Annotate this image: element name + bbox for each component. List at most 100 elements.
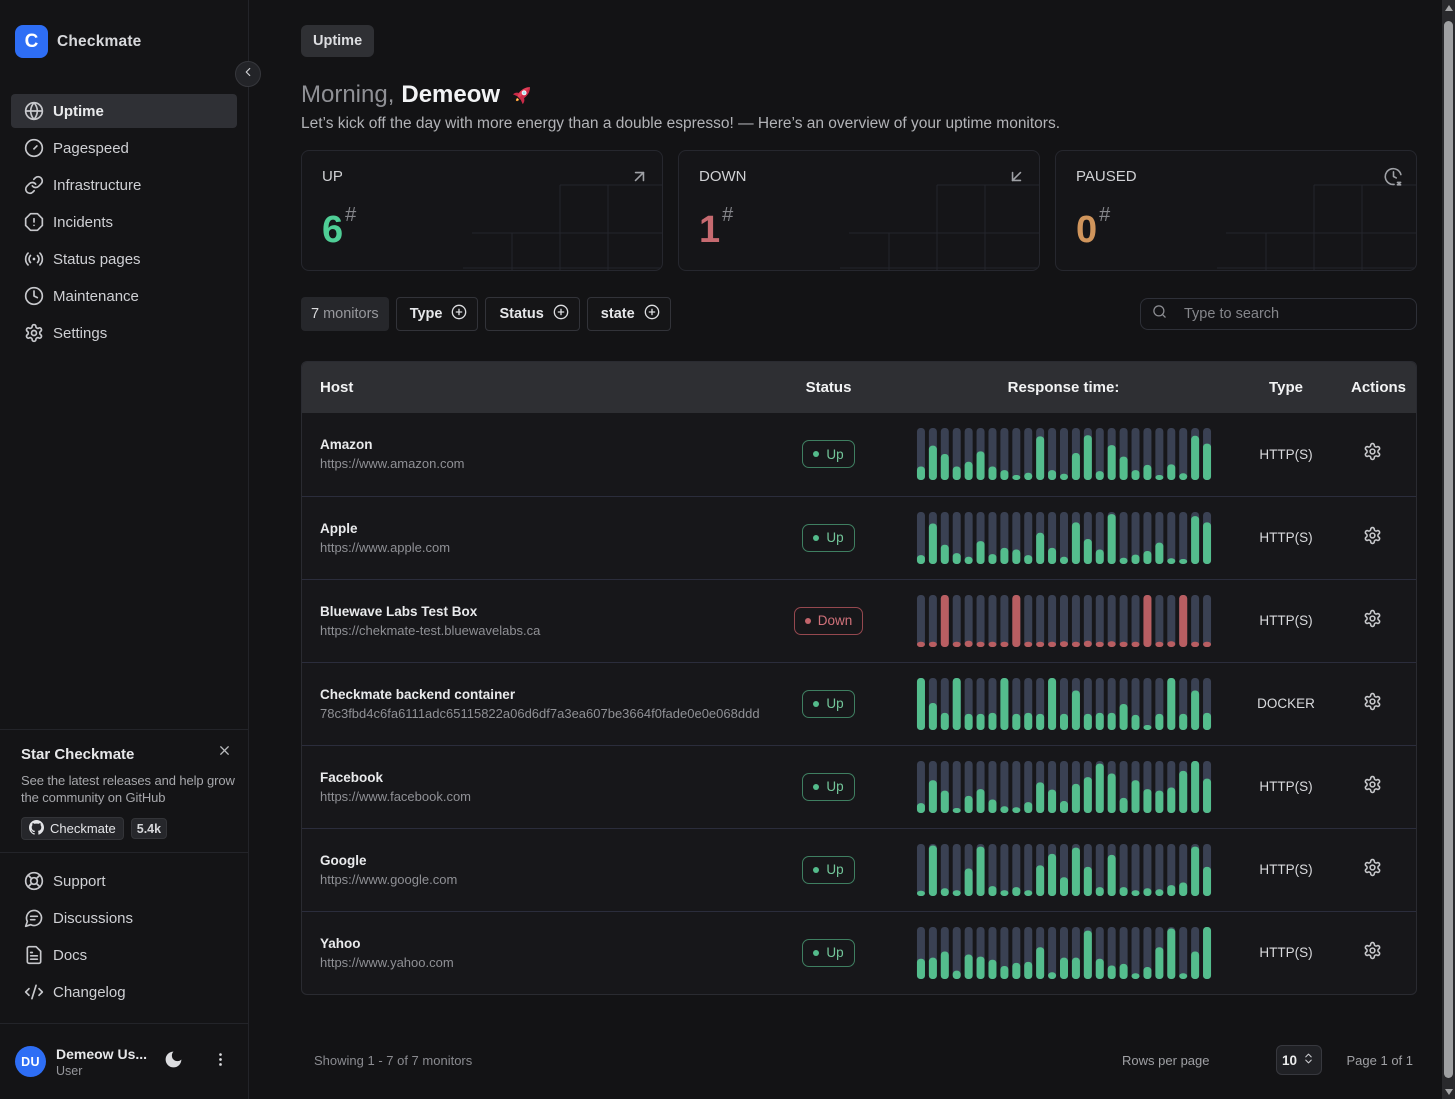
status-cell: Down — [761, 579, 896, 662]
row-settings-button[interactable] — [1363, 526, 1382, 545]
scrollbar-down-arrow[interactable] — [1442, 1084, 1455, 1099]
sidebar-item-label: Incidents — [53, 213, 114, 231]
user-name: Demeow Us... — [56, 1045, 148, 1062]
filter-bar: 7 monitors Type Status state — [301, 297, 1417, 331]
column-header-status[interactable]: Status — [805, 379, 852, 396]
row-settings-button[interactable] — [1363, 609, 1382, 628]
row-settings-button[interactable] — [1363, 858, 1382, 877]
stat-card-paused[interactable]: PAUSED 0 # — [1055, 150, 1417, 271]
scrollbar-up-arrow[interactable] — [1442, 0, 1455, 15]
stat-card-down[interactable]: DOWN 1 # — [678, 150, 1040, 271]
sidebar-item-maintenance[interactable]: Maintenance — [11, 279, 237, 313]
monitor-name: Yahoo — [320, 935, 361, 951]
status-cell: Up — [761, 662, 896, 745]
monitor-url: https://chekmate-test.bluewavelabs.ca — [320, 622, 541, 638]
host-cell: Facebook https://www.facebook.com — [302, 745, 761, 828]
monitor-row-bluewave-labs-test-box[interactable]: Bluewave Labs Test Box https://chekmate-… — [302, 579, 1416, 662]
sidebar-item-label: Uptime — [53, 102, 104, 120]
filter-button-type[interactable]: Type — [395, 297, 479, 331]
response-time-cell — [896, 911, 1231, 994]
code-icon — [24, 982, 44, 1002]
greeting-subtitle: Let’s kick off the day with more energy … — [301, 115, 1061, 132]
radio-icon — [24, 249, 44, 269]
monitor-name: Bluewave Labs Test Box — [320, 603, 478, 619]
stat-card-value: 6 — [322, 209, 344, 251]
host-cell: Bluewave Labs Test Box https://chekmate-… — [302, 579, 761, 662]
sidebar-collapse-button[interactable] — [235, 61, 261, 87]
status-label: Up — [826, 862, 844, 877]
monitor-name: Facebook — [320, 769, 384, 785]
status-label: Up — [826, 530, 844, 545]
app-logo[interactable]: C Checkmate — [0, 0, 248, 58]
sidebar-item-label: Maintenance — [53, 287, 139, 305]
monitor-row-amazon[interactable]: Amazon https://www.amazon.com Up HTTP(S) — [302, 413, 1416, 496]
monitor-name: Amazon — [320, 437, 373, 453]
arrow-up-right-icon — [630, 167, 649, 186]
sidebar-item-incidents[interactable]: Incidents — [11, 205, 237, 239]
row-settings-button[interactable] — [1363, 692, 1382, 711]
host-cell: Google https://www.google.com — [302, 828, 761, 911]
monitor-type: HTTP(S) — [1259, 945, 1313, 961]
rocket-icon — [509, 82, 535, 108]
status-badge: Up — [802, 772, 855, 801]
column-header-actions: Actions — [1350, 379, 1406, 396]
column-header-response-time[interactable]: Response time: — [1007, 379, 1120, 396]
monitor-row-apple[interactable]: Apple https://www.apple.com Up HTTP(S) — [302, 496, 1416, 579]
sidebar-item-infrastructure[interactable]: Infrastructure — [11, 168, 237, 202]
status-dot-icon — [813, 783, 820, 790]
sidebar-item-uptime[interactable]: Uptime — [11, 94, 237, 128]
scrollbar[interactable] — [1442, 0, 1455, 1099]
theme-toggle-button[interactable] — [161, 1050, 185, 1074]
link-icon — [24, 175, 44, 195]
stat-card-label: PAUSED — [1076, 168, 1137, 185]
status-dot-icon — [813, 534, 820, 541]
github-button-label: Checkmate — [50, 821, 116, 836]
row-settings-button[interactable] — [1363, 775, 1382, 794]
github-star-button[interactable]: Checkmate — [21, 817, 124, 840]
status-cell: Up — [761, 828, 896, 911]
github-star-count[interactable]: 5.4k — [130, 818, 168, 839]
search-input[interactable] — [1184, 306, 1405, 322]
user-menu-button[interactable] — [211, 1051, 229, 1073]
column-header-host[interactable]: Host — [320, 379, 354, 396]
column-header-type[interactable]: Type — [1269, 379, 1303, 396]
sidebar-item-label: Status pages — [53, 250, 141, 268]
monitor-row-google[interactable]: Google https://www.google.com Up HTTP(S) — [302, 828, 1416, 911]
close-icon[interactable] — [213, 739, 235, 761]
greeting: Morning, Demeow — [301, 81, 1417, 109]
monitor-row-yahoo[interactable]: Yahoo https://www.yahoo.com Up HTTP(S) — [302, 911, 1416, 994]
filter-button-status[interactable]: Status — [485, 297, 580, 331]
search-box — [1140, 298, 1417, 330]
monitor-row-checkmate-backend-container[interactable]: Checkmate backend container 78c3fbd4c6fa… — [302, 662, 1416, 745]
rows-per-page-select[interactable]: 10 — [1275, 1045, 1322, 1075]
status-dot-icon — [813, 949, 820, 956]
row-settings-button[interactable] — [1363, 941, 1382, 960]
sidebar-item-settings[interactable]: Settings — [11, 316, 237, 350]
breadcrumb[interactable]: Uptime — [301, 25, 375, 57]
monitor-url: https://www.amazon.com — [320, 456, 465, 472]
sidebar-item-support[interactable]: Support — [11, 864, 237, 898]
sidebar-item-changelog[interactable]: Changelog — [11, 975, 237, 1009]
main-content: Uptime Morning, Demeow Let’s kick off th… — [249, 0, 1442, 1099]
stat-card-hash-suffix: # — [722, 204, 734, 226]
status-badge: Up — [802, 855, 855, 884]
sidebar-item-discussions[interactable]: Discussions — [11, 901, 237, 935]
monitor-row-facebook[interactable]: Facebook https://www.facebook.com Up HTT… — [302, 745, 1416, 828]
response-time-cell — [896, 579, 1231, 662]
sidebar-nav: Uptime Pagespeed Infrastructure Incident… — [0, 94, 248, 353]
response-time-sparkline — [916, 760, 1211, 813]
sidebar-item-pagespeed[interactable]: Pagespeed — [11, 131, 237, 165]
monitor-type: DOCKER — [1257, 696, 1315, 711]
filter-button-state[interactable]: state — [586, 297, 671, 331]
sidebar-item-docs[interactable]: Docs — [11, 938, 237, 972]
avatar[interactable]: DU — [15, 1046, 46, 1077]
monitor-url: https://www.facebook.com — [320, 788, 472, 804]
response-time-sparkline — [916, 594, 1211, 647]
sidebar-item-status-pages[interactable]: Status pages — [11, 242, 237, 276]
sidebar: C Checkmate Uptime Pagespeed Infrastruct… — [0, 0, 261, 1099]
star-card-title: Star Checkmate — [21, 746, 135, 763]
star-checkmate-card: Star Checkmate See the latest releases a… — [0, 729, 248, 852]
stat-card-up[interactable]: UP 6 # — [301, 150, 663, 271]
scrollbar-thumb[interactable] — [1444, 21, 1453, 1078]
row-settings-button[interactable] — [1363, 442, 1382, 461]
